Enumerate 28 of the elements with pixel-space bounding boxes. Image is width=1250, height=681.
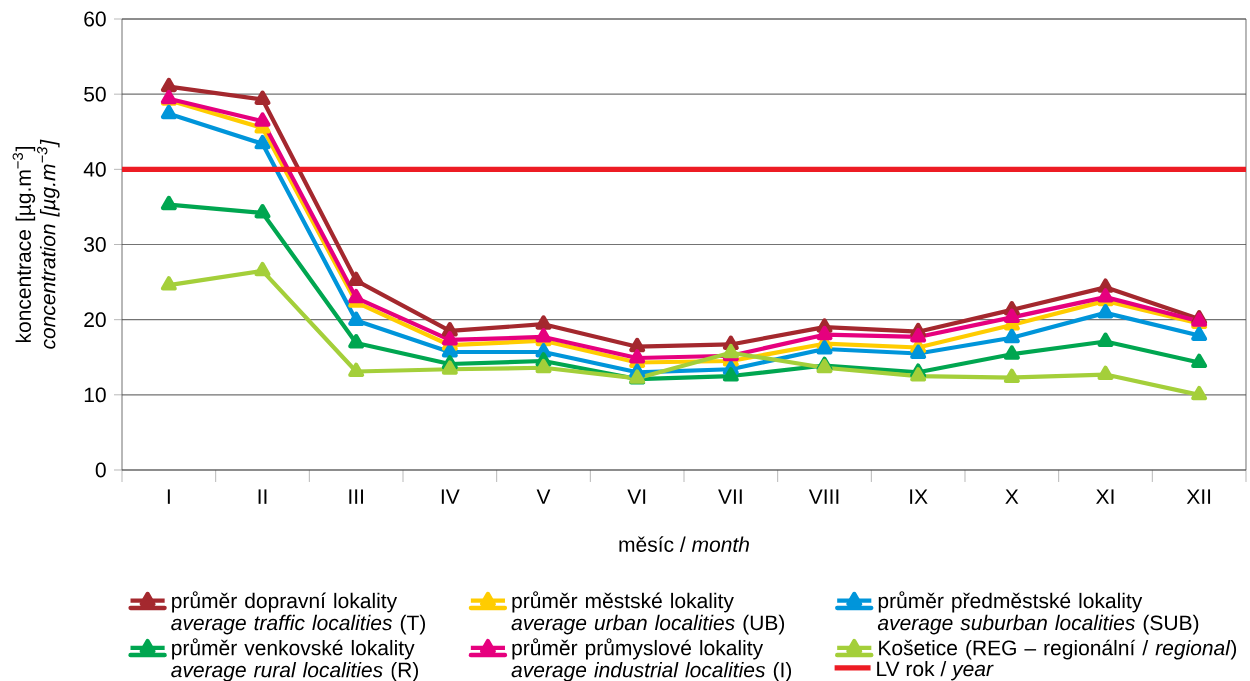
- x-axis-title: měsíc / month: [619, 536, 749, 552]
- x-tick-label: XI: [1096, 489, 1114, 504]
- y-tick-label: 40: [83, 161, 106, 177]
- x-tick-label: II: [258, 489, 267, 504]
- y-tick-label: 10: [84, 387, 106, 403]
- legend-label: Košetice (REG – regionální / regional): [879, 639, 1237, 660]
- legend-label: průměr průmyslové lokality average industrial localities (I): [511, 638, 792, 681]
- x-tick-label: VII: [718, 489, 742, 504]
- x-tick-label: VI: [627, 489, 646, 504]
- x-tick-label: I: [167, 489, 170, 504]
- x-tick-label: X: [1005, 489, 1019, 504]
- legend-label: průměr městské lokality average urban localities (UB): [511, 591, 785, 635]
- y-tick-label: 30: [84, 237, 106, 252]
- x-tick-label: V: [536, 489, 551, 504]
- x-tick-label: XII: [1186, 489, 1211, 504]
- legend-label: průměr venkovské lokality average rural localities (R): [171, 638, 419, 681]
- x-tick-label: IX: [910, 489, 928, 504]
- y-tick-label: 20: [84, 312, 106, 328]
- legend-label: průměr předměstské lokality average suburban localities (SUB): [877, 591, 1199, 635]
- x-tick-label: IV: [441, 489, 460, 504]
- y-tick-label: 50: [84, 86, 106, 102]
- x-tick-label: III: [349, 489, 363, 504]
- text: koncentrace [µg.m$^{−3}$] concentration [µg.m$^{−3}$]: [12, 139, 60, 349]
- x-tick-label: VIII: [808, 489, 839, 504]
- y-tick-label: 0: [95, 462, 106, 478]
- legend-label: průměr dopravní lokality average traffic localities (T): [171, 591, 426, 635]
- legend-label: LV rok / year: [877, 660, 994, 681]
- y-tick-label: 60: [84, 11, 106, 27]
